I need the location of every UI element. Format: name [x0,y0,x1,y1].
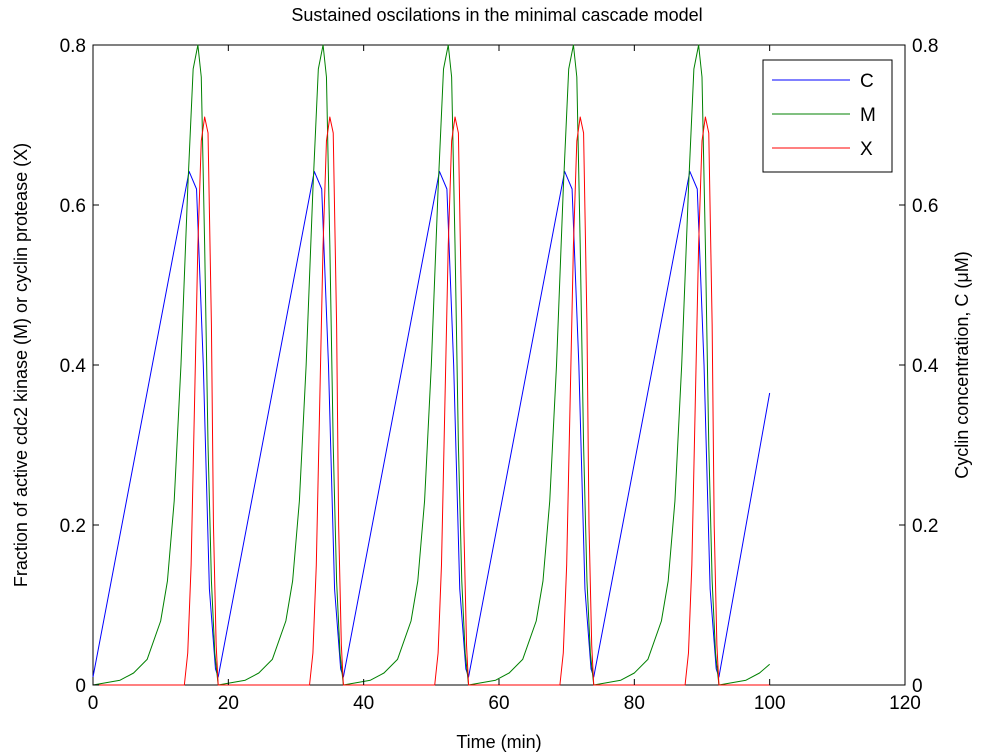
legend-label-c: C [860,71,874,92]
x-axis: 0 20 40 60 80 100 120 [88,45,921,714]
y-left-tick-label: 0.2 [60,516,86,537]
legend: CMX [762,59,893,173]
series-line-m [92,44,770,686]
x-tick-label: 100 [754,693,786,714]
legend-label-x: X [860,139,873,160]
legend-box [762,59,893,173]
y-left-tick-label: 0.8 [60,36,86,57]
x-tick-label: 80 [624,693,645,714]
x-axis-label: Time (min) [456,732,541,752]
series-line-x [93,116,770,686]
y-left-tick-label: 0.6 [60,196,86,217]
series-layer [92,44,771,686]
y-right-tick-label: 0.4 [912,356,939,377]
y-axis-left: 0 0.2 0.4 0.6 0.8 [60,36,99,697]
legend-items: CMX [772,71,876,160]
y-left-tick-label: 0.4 [60,356,87,377]
x-tick-label: 120 [889,693,921,714]
x-tick-label: 40 [353,693,374,714]
y-right-tick-label: 0.6 [912,196,938,217]
y-right-tick-label: 0.2 [912,516,938,537]
x-tick-label: 60 [488,693,509,714]
y-axis-label-right: Cyclin concentration, C (μM) [952,251,972,478]
legend-label-m: M [860,105,876,126]
y-axis-label-left: Fraction of active cdc2 kinase (M) or cy… [11,143,31,587]
y-axis-right: 0 0.2 0.4 0.6 0.8 [899,36,939,697]
y-right-tick-label: 0 [912,676,923,697]
y-right-tick-label: 0.8 [912,36,938,57]
x-tick-label: 20 [218,693,239,714]
y-left-tick-label: 0 [75,676,86,697]
chart-title: Sustained oscilations in the minimal cas… [291,5,702,25]
x-tick-label: 0 [88,693,99,714]
series-line-c [92,170,771,678]
